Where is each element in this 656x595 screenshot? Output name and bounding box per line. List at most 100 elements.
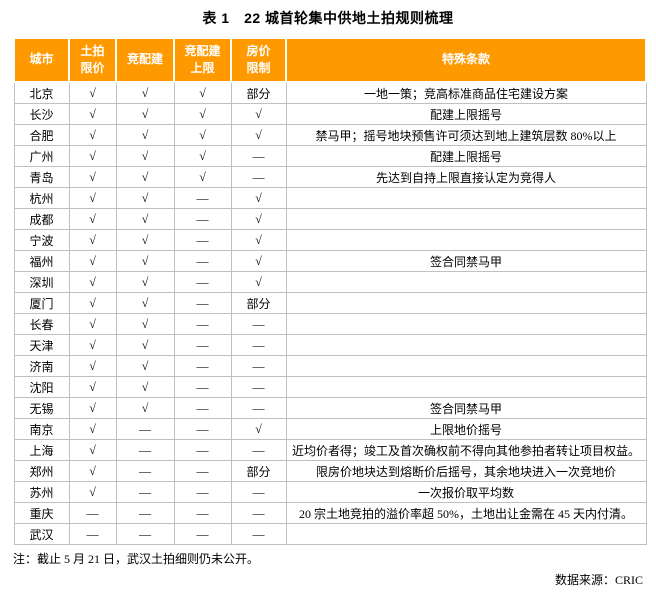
mark-cell: √ <box>115 229 175 251</box>
city-cell: 长沙 <box>13 103 70 125</box>
mark-cell: — <box>68 523 117 545</box>
mark-cell: √ <box>173 81 232 104</box>
mark-cell: √ <box>173 103 232 125</box>
special-clause-cell: 签合同禁马甲 <box>285 397 647 419</box>
special-clause-cell <box>285 271 647 293</box>
footnote: 注：截止 5 月 21 日，武汉土拍细则仍未公开。 <box>13 552 260 566</box>
header-house-price-limit: 房价 限制 <box>230 37 287 83</box>
mark-cell: √ <box>68 271 117 293</box>
mark-cell: — <box>68 502 117 524</box>
table-row: 合肥 √ √ √ √ 禁马甲；摇号地块预售许可须达到地上建筑层数 80%以上 <box>13 124 647 146</box>
mark-cell: √ <box>68 103 117 125</box>
city-cell: 武汉 <box>13 523 70 545</box>
city-cell: 深圳 <box>13 271 70 293</box>
special-clause-cell: 配建上限摇号 <box>285 145 647 167</box>
mark-cell: √ <box>115 145 175 167</box>
city-cell: 厦门 <box>13 292 70 314</box>
mark-cell: √ <box>68 376 117 398</box>
mark-cell: √ <box>68 313 117 335</box>
special-clause-cell <box>285 187 647 209</box>
mark-cell: — <box>230 376 287 398</box>
mark-cell: — <box>230 523 287 545</box>
table-row: 南京 √ — — √ 上限地价摇号 <box>13 418 647 440</box>
special-clause-cell: 一地一策；竞高标准商品住宅建设方案 <box>285 81 647 104</box>
city-cell: 重庆 <box>13 502 70 524</box>
mark-cell: — <box>173 292 232 314</box>
mark-cell: √ <box>68 418 117 440</box>
mark-cell: — <box>173 439 232 461</box>
city-cell: 合肥 <box>13 124 70 146</box>
mark-cell: — <box>173 397 232 419</box>
mark-cell: √ <box>68 208 117 230</box>
mark-cell: — <box>173 334 232 356</box>
mark-cell: √ <box>115 81 175 104</box>
city-cell: 沈阳 <box>13 376 70 398</box>
mark-cell: √ <box>115 187 175 209</box>
table-row: 深圳 √ √ — √ <box>13 271 647 293</box>
special-clause-cell <box>285 208 647 230</box>
table-body: 北京 √ √ √ 部分 一地一策；竞高标准商品住宅建设方案 长沙 √ √ √ √ 配建上限摇号 合肥 √ √… <box>13 81 647 545</box>
mark-cell: √ <box>230 124 287 146</box>
special-clause-cell: 禁马甲；摇号地块预售许可须达到地上建筑层数 80%以上 <box>285 124 647 146</box>
table-row: 济南 √ √ — — <box>13 355 647 377</box>
mark-cell: √ <box>173 145 232 167</box>
mark-cell: — <box>173 250 232 272</box>
mark-cell: — <box>230 145 287 167</box>
mark-cell: √ <box>230 208 287 230</box>
table-row: 长春 √ √ — — <box>13 313 647 335</box>
city-cell: 长春 <box>13 313 70 335</box>
mark-cell: √ <box>115 334 175 356</box>
mark-cell: √ <box>68 334 117 356</box>
city-cell: 苏州 <box>13 481 70 503</box>
mark-cell: √ <box>68 124 117 146</box>
mark-cell: √ <box>115 292 175 314</box>
table-row: 青岛 √ √ √ — 先达到自持上限直接认定为竞得人 <box>13 166 647 188</box>
special-clause-cell: 20 宗土地竞拍的溢价率超 50%，土地出让金需在 45 天内付清。 <box>285 502 647 524</box>
page-title: 表 1 22 城首轮集中供地土拍规则梳理 <box>202 10 454 26</box>
mark-cell: √ <box>230 250 287 272</box>
header-row: 城市 土拍 限价 竞配建 竞配建 上限 房价 限制 特殊条款 <box>13 37 647 83</box>
mark-cell: √ <box>115 355 175 377</box>
table-row: 成都 √ √ — √ <box>13 208 647 230</box>
mark-cell: — <box>173 376 232 398</box>
special-clause-cell: 先达到自持上限直接认定为竞得人 <box>285 166 647 188</box>
table-row: 宁波 √ √ — √ <box>13 229 647 251</box>
city-cell: 郑州 <box>13 460 70 482</box>
mark-cell: — <box>115 460 175 482</box>
mark-cell: 部分 <box>230 81 287 104</box>
mark-cell: √ <box>115 376 175 398</box>
city-cell: 广州 <box>13 145 70 167</box>
special-clause-cell: 限房价地块达到熔断价后摇号，其余地块进入一次竞地价 <box>285 460 647 482</box>
city-cell: 青岛 <box>13 166 70 188</box>
city-cell: 杭州 <box>13 187 70 209</box>
table-row: 武汉 — — — — <box>13 523 647 545</box>
mark-cell: √ <box>173 124 232 146</box>
city-cell: 济南 <box>13 355 70 377</box>
header-land-price-cap: 土拍 限价 <box>68 37 117 83</box>
mark-cell: — <box>230 481 287 503</box>
city-cell: 上海 <box>13 439 70 461</box>
city-cell: 南京 <box>13 418 70 440</box>
mark-cell: √ <box>115 271 175 293</box>
table-row: 郑州 √ — — 部分 限房价地块达到熔断价后摇号，其余地块进入一次竞地价 <box>13 460 647 482</box>
mark-cell: √ <box>68 292 117 314</box>
mark-cell: — <box>173 481 232 503</box>
mark-cell: √ <box>68 250 117 272</box>
special-clause-cell: 签合同禁马甲 <box>285 250 647 272</box>
mark-cell: — <box>230 439 287 461</box>
mark-cell: √ <box>230 418 287 440</box>
special-clause-cell <box>285 334 647 356</box>
mark-cell: √ <box>68 81 117 104</box>
mark-cell: — <box>173 208 232 230</box>
table-row: 无锡 √ √ — — 签合同禁马甲 <box>13 397 647 419</box>
table-row: 上海 √ — — — 近均价者得；竣工及首次确权前不得向其他参拍者转让项目权益。 <box>13 439 647 461</box>
mark-cell: — <box>230 397 287 419</box>
table-row: 天津 √ √ — — <box>13 334 647 356</box>
mark-cell: √ <box>68 229 117 251</box>
special-clause-cell: 一次报价取平均数 <box>285 481 647 503</box>
mark-cell: — <box>230 502 287 524</box>
mark-cell: √ <box>230 271 287 293</box>
mark-cell: √ <box>115 313 175 335</box>
mark-cell: — <box>173 271 232 293</box>
mark-cell: √ <box>230 229 287 251</box>
